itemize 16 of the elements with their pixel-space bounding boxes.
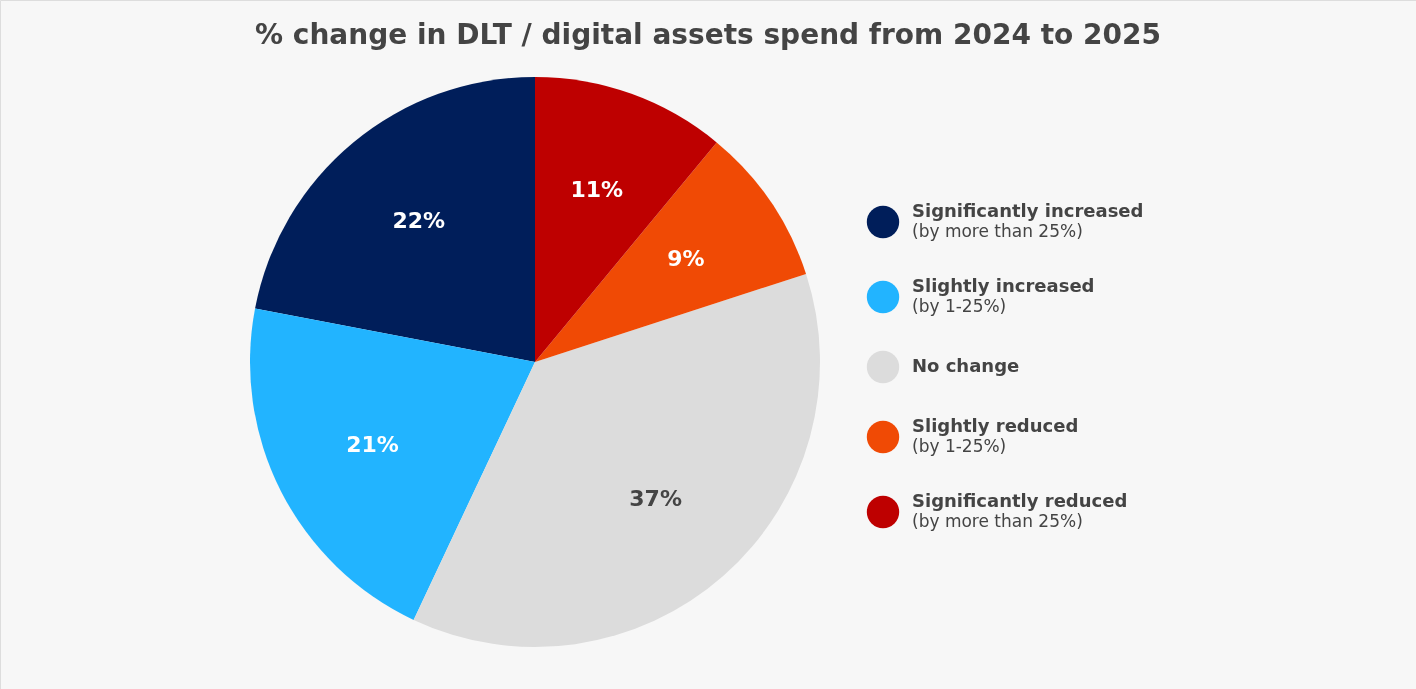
- category-label: Significantly reduced (by more than 25%): [912, 490, 1128, 531]
- pie-slice: [250, 308, 535, 620]
- legend-label: No change: [912, 355, 1020, 376]
- data-label: 37%: [629, 485, 682, 511]
- data-label: 9%: [667, 246, 705, 272]
- pie-slice: [535, 142, 807, 362]
- data-label: 11%: [570, 177, 624, 203]
- data-label: 22%: [392, 208, 446, 234]
- category-label: Slightly reduced (by 1-25%): [912, 415, 1079, 456]
- chart-title: % change in DLT / digital assets spend from 2024 to 2025: [255, 18, 1161, 51]
- pie-slice: [535, 77, 717, 362]
- pie-slice: [255, 77, 535, 362]
- data-label: 21%: [346, 431, 399, 457]
- category-label: Significantly increased (by more than 25%): [912, 200, 1144, 241]
- pie-slice: [413, 273, 820, 647]
- category-label: Slightly increased (by 1-25%): [912, 275, 1095, 316]
